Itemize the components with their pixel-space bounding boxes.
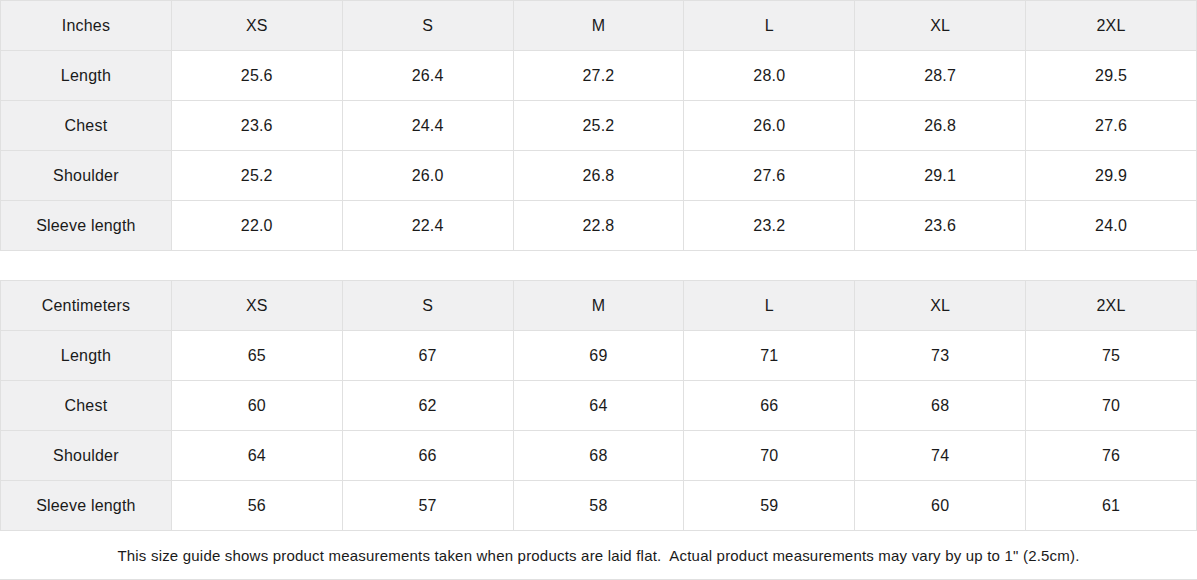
measurement-value-cell: 70 bbox=[1026, 381, 1197, 431]
measurement-value-cell: 70 bbox=[684, 431, 855, 481]
measurement-value-cell: 25.6 bbox=[171, 51, 342, 101]
size-header-cell: L bbox=[684, 1, 855, 51]
size-guide-note: This size guide shows product measuremen… bbox=[0, 531, 1197, 580]
measurement-label-cell: Length bbox=[1, 331, 172, 381]
measurement-value-cell: 26.0 bbox=[684, 101, 855, 151]
size-guide: InchesXSSMLXL2XLLength25.626.427.228.028… bbox=[0, 0, 1197, 580]
measurement-value-cell: 26.8 bbox=[855, 101, 1026, 151]
size-header-cell: XL bbox=[855, 1, 1026, 51]
measurement-value-cell: 60 bbox=[171, 381, 342, 431]
measurement-value-cell: 27.6 bbox=[1026, 101, 1197, 151]
measurement-row: Length656769717375 bbox=[1, 331, 1197, 381]
table-spacer bbox=[0, 251, 1197, 280]
size-header-cell: XS bbox=[171, 1, 342, 51]
measurement-value-cell: 68 bbox=[513, 431, 684, 481]
measurement-value-cell: 64 bbox=[513, 381, 684, 431]
measurement-value-cell: 23.6 bbox=[855, 201, 1026, 251]
measurement-row: Sleeve length565758596061 bbox=[1, 481, 1197, 531]
size-header-cell: XL bbox=[855, 281, 1026, 331]
size-header-cell: S bbox=[342, 1, 513, 51]
measurement-value-cell: 23.6 bbox=[171, 101, 342, 151]
measurement-value-cell: 23.2 bbox=[684, 201, 855, 251]
measurement-label-cell: Shoulder bbox=[1, 431, 172, 481]
measurement-value-cell: 66 bbox=[684, 381, 855, 431]
size-header-cell: M bbox=[513, 1, 684, 51]
measurement-value-cell: 62 bbox=[342, 381, 513, 431]
measurement-label-cell: Sleeve length bbox=[1, 481, 172, 531]
measurement-value-cell: 75 bbox=[1026, 331, 1197, 381]
measurement-value-cell: 58 bbox=[513, 481, 684, 531]
measurement-value-cell: 24.0 bbox=[1026, 201, 1197, 251]
measurement-value-cell: 76 bbox=[1026, 431, 1197, 481]
measurement-value-cell: 67 bbox=[342, 331, 513, 381]
size-header-cell: 2XL bbox=[1026, 281, 1197, 331]
measurement-row: Shoulder25.226.026.827.629.129.9 bbox=[1, 151, 1197, 201]
measurement-row: Sleeve length22.022.422.823.223.624.0 bbox=[1, 201, 1197, 251]
measurement-row: Chest606264666870 bbox=[1, 381, 1197, 431]
measurement-row: Chest23.624.425.226.026.827.6 bbox=[1, 101, 1197, 151]
measurement-value-cell: 26.8 bbox=[513, 151, 684, 201]
size-header-cell: 2XL bbox=[1026, 1, 1197, 51]
measurement-label-cell: Chest bbox=[1, 101, 172, 151]
measurement-value-cell: 26.4 bbox=[342, 51, 513, 101]
size-header-row: CentimetersXSSMLXL2XL bbox=[1, 281, 1197, 331]
measurement-value-cell: 66 bbox=[342, 431, 513, 481]
measurement-value-cell: 27.2 bbox=[513, 51, 684, 101]
size-header-cell: S bbox=[342, 281, 513, 331]
measurement-value-cell: 56 bbox=[171, 481, 342, 531]
size-header-cell: XS bbox=[171, 281, 342, 331]
measurement-value-cell: 59 bbox=[684, 481, 855, 531]
measurement-value-cell: 27.6 bbox=[684, 151, 855, 201]
size-header-cell: M bbox=[513, 281, 684, 331]
measurement-value-cell: 25.2 bbox=[171, 151, 342, 201]
measurement-row: Shoulder646668707476 bbox=[1, 431, 1197, 481]
measurement-value-cell: 26.0 bbox=[342, 151, 513, 201]
measurement-value-cell: 69 bbox=[513, 331, 684, 381]
measurement-value-cell: 22.4 bbox=[342, 201, 513, 251]
measurement-value-cell: 25.2 bbox=[513, 101, 684, 151]
measurement-value-cell: 22.0 bbox=[171, 201, 342, 251]
measurement-value-cell: 29.5 bbox=[1026, 51, 1197, 101]
measurement-value-cell: 28.0 bbox=[684, 51, 855, 101]
measurement-row: Length25.626.427.228.028.729.5 bbox=[1, 51, 1197, 101]
measurement-label-cell: Length bbox=[1, 51, 172, 101]
measurement-value-cell: 57 bbox=[342, 481, 513, 531]
measurement-value-cell: 29.9 bbox=[1026, 151, 1197, 201]
size-header-row: InchesXSSMLXL2XL bbox=[1, 1, 1197, 51]
size-header-cell: L bbox=[684, 281, 855, 331]
measurement-label-cell: Chest bbox=[1, 381, 172, 431]
measurement-value-cell: 64 bbox=[171, 431, 342, 481]
unit-header-cell: Inches bbox=[1, 1, 172, 51]
measurement-value-cell: 71 bbox=[684, 331, 855, 381]
measurement-value-cell: 74 bbox=[855, 431, 1026, 481]
measurement-value-cell: 22.8 bbox=[513, 201, 684, 251]
measurement-value-cell: 73 bbox=[855, 331, 1026, 381]
measurement-value-cell: 29.1 bbox=[855, 151, 1026, 201]
measurement-value-cell: 65 bbox=[171, 331, 342, 381]
measurement-label-cell: Shoulder bbox=[1, 151, 172, 201]
measurement-value-cell: 24.4 bbox=[342, 101, 513, 151]
unit-header-cell: Centimeters bbox=[1, 281, 172, 331]
centimeters-size-table: CentimetersXSSMLXL2XLLength656769717375C… bbox=[0, 280, 1197, 531]
measurement-value-cell: 61 bbox=[1026, 481, 1197, 531]
measurement-value-cell: 28.7 bbox=[855, 51, 1026, 101]
measurement-value-cell: 60 bbox=[855, 481, 1026, 531]
inches-size-table: InchesXSSMLXL2XLLength25.626.427.228.028… bbox=[0, 0, 1197, 251]
measurement-value-cell: 68 bbox=[855, 381, 1026, 431]
measurement-label-cell: Sleeve length bbox=[1, 201, 172, 251]
